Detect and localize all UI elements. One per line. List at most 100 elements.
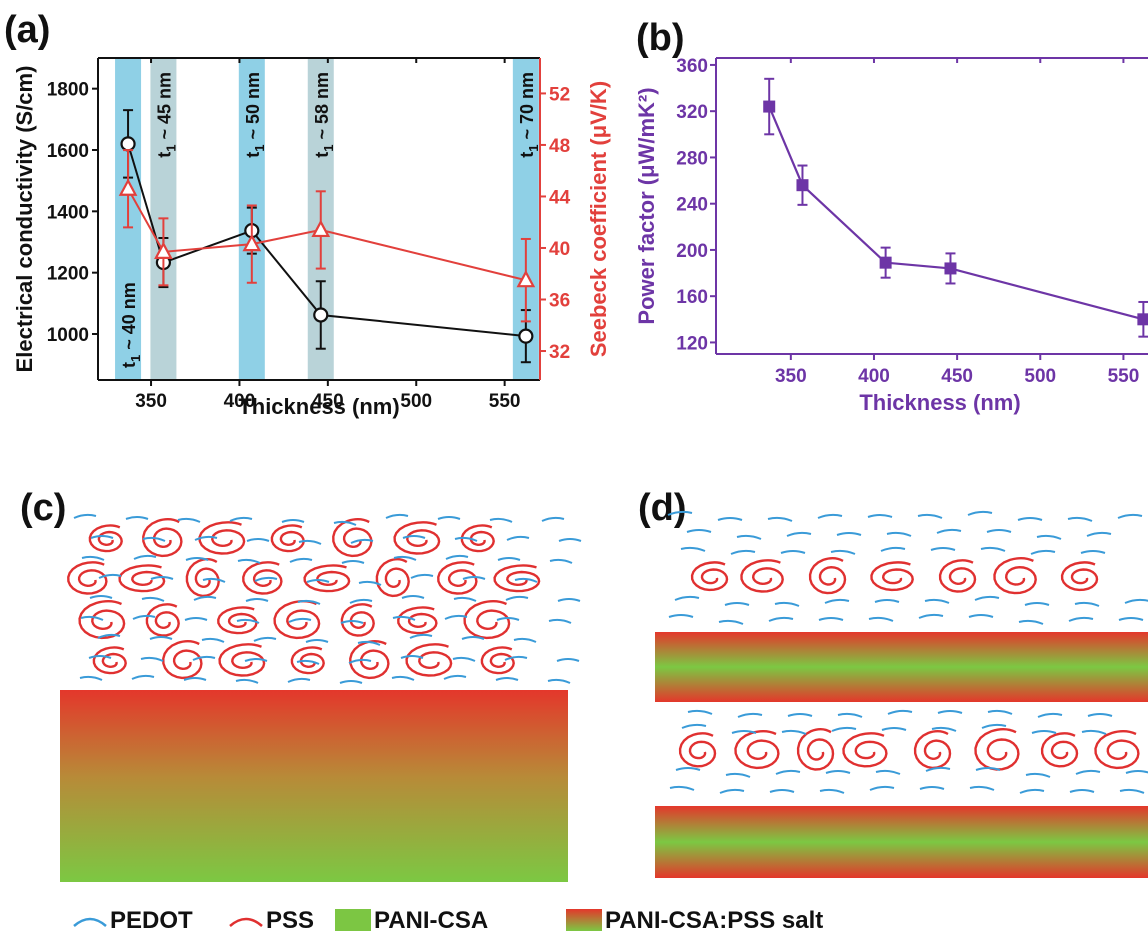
pedot-chain-d-59: [781, 729, 807, 735]
pedot-chain-d-42: [868, 616, 894, 622]
pss-chain-c-7: [67, 561, 108, 595]
pedot-chain-c-49: [80, 615, 104, 621]
pedot-chain-c-52: [236, 618, 260, 624]
pss-chain-d-14: [1094, 730, 1140, 770]
legend-pedot: PEDOT: [110, 907, 193, 934]
pss-chain-d-2: [808, 557, 847, 595]
pss-chain-c-24: [218, 643, 266, 677]
pss-chain-c-8: [118, 564, 166, 593]
pedot-chain-c-62: [253, 636, 277, 642]
pedot-chain-d-37: [1124, 598, 1148, 604]
pedot-chain-d-70: [875, 769, 901, 775]
a-y-tick-label-0: 1000: [47, 325, 89, 346]
chart-b-y-axis-label: Power factor (μW/mK²): [634, 87, 659, 324]
pedot-chain-c-26: [393, 555, 417, 561]
pedot-chain-d-72: [975, 767, 1001, 771]
pedot-chain-c-24: [289, 557, 313, 563]
d-pedot-chains: [667, 510, 1148, 794]
b-power-factor-point-2: [879, 256, 892, 269]
c-pss-chains: [67, 518, 541, 680]
pedot-chain-d-69: [825, 770, 851, 774]
pedot-chain-c-75: [452, 656, 476, 662]
band-label-3: t1 ~ 58 nm: [312, 72, 336, 158]
pedot-chain-c-66: [461, 636, 485, 640]
pedot-chain-d-45: [1018, 619, 1044, 625]
a-seebeck-point-0: [118, 178, 138, 196]
pedot-chain-c-61: [201, 637, 225, 643]
pedot-chain-d-3: [817, 513, 843, 519]
pedot-chain-c-38: [514, 577, 538, 583]
pss-chain-d-0: [690, 561, 729, 592]
pss-chain-c-9: [185, 558, 220, 598]
pedot-chain-c-59: [97, 633, 121, 639]
band-label-4: t1 ~ 70 nm: [517, 72, 541, 158]
band-label-sub: 1: [128, 355, 143, 362]
band-label-main: t: [154, 152, 174, 158]
legend-pani-csa-pss-salt: PANI-CSA:PSS salt: [605, 907, 823, 934]
pedot-chain-d-75: [1125, 770, 1148, 774]
pedot-chain-d-83: [1019, 788, 1045, 794]
pss-chain-d-1: [740, 559, 784, 593]
pss-chain-c-17: [217, 606, 258, 635]
panel-label-c: (c): [20, 487, 66, 529]
pss-chain-c-4: [332, 518, 373, 558]
pedot-chain-d-82: [969, 785, 995, 791]
a-y2-tick-label-5: 52: [549, 84, 570, 105]
pss-chain-c-27: [405, 643, 453, 677]
pedot-chain-c-33: [254, 576, 278, 582]
pedot-chain-d-36: [1074, 601, 1100, 607]
pedot-chain-d-64: [1031, 730, 1057, 734]
pedot-chain-d-17: [1036, 534, 1062, 540]
pedot-chain-d-32: [874, 599, 900, 603]
pedot-chain-d-4: [867, 514, 893, 518]
pedot-chain-c-4: [281, 519, 305, 523]
pedot-chain-d-15: [936, 528, 962, 534]
b-power-factor-point-0: [763, 100, 776, 113]
pedot-chain-c-12: [194, 535, 218, 541]
pedot-chain-c-41: [193, 595, 217, 601]
pedot-chain-c-10: [90, 535, 114, 539]
pedot-chain-d-29: [724, 602, 750, 606]
pedot-chain-d-80: [869, 785, 895, 791]
pedot-chain-c-42: [245, 598, 269, 602]
pedot-chain-d-28: [674, 595, 700, 601]
band-label-sub: 1: [526, 145, 541, 152]
pedot-chain-d-49: [737, 712, 763, 718]
band-label-1: t1 ~ 45 nm: [154, 72, 178, 158]
pedot-chain-d-14: [886, 531, 912, 537]
pedot-chain-c-8: [489, 517, 513, 523]
pedot-chain-d-60: [831, 726, 857, 732]
pedot-chain-d-35: [1024, 602, 1050, 606]
pedot-chain-d-5: [917, 513, 943, 519]
pedot-chain-d-77: [719, 788, 745, 794]
band-label-sub: 1: [321, 145, 336, 152]
pedot-chain-d-58: [731, 730, 757, 734]
pedot-chain-c-67: [513, 637, 537, 643]
band-label-main: t: [243, 152, 263, 158]
a-x-tick-label-4: 550: [489, 391, 521, 412]
pss-chain-c-0: [88, 524, 123, 553]
band-label-suffix: ~ 45 nm: [154, 72, 174, 145]
legend-pani-csa: PANI-CSA: [374, 907, 488, 934]
pedot-chain-c-84: [391, 675, 415, 681]
pss-chain-c-20: [397, 606, 438, 635]
pedot-chain-d-81: [919, 786, 945, 790]
pedot-chain-d-50: [787, 713, 813, 717]
legend-pss: PSS: [266, 907, 314, 934]
chart-a-y2-axis-label: Seebeck coefficient (μV/K): [586, 81, 611, 357]
pedot-chain-c-68: [88, 655, 112, 659]
pedot-chain-d-65: [1081, 729, 1107, 735]
pedot-chain-c-22: [185, 557, 209, 561]
pedot-chain-c-27: [445, 554, 469, 560]
pedot-chain-d-7: [1017, 517, 1043, 521]
pedot-chain-c-9: [541, 516, 565, 522]
pedot-chain-d-18: [1086, 531, 1112, 537]
pss-chain-d-6: [1060, 561, 1099, 592]
pedot-chain-c-39: [89, 595, 113, 599]
b-power-factor-point-4: [1137, 313, 1148, 326]
a-y2-tick-label-3: 44: [549, 187, 571, 208]
pedot-chain-c-56: [444, 614, 468, 620]
pedot-chain-c-1: [125, 516, 149, 520]
pss-chain-d-10: [842, 732, 888, 768]
pedot-chain-c-58: [548, 618, 572, 624]
